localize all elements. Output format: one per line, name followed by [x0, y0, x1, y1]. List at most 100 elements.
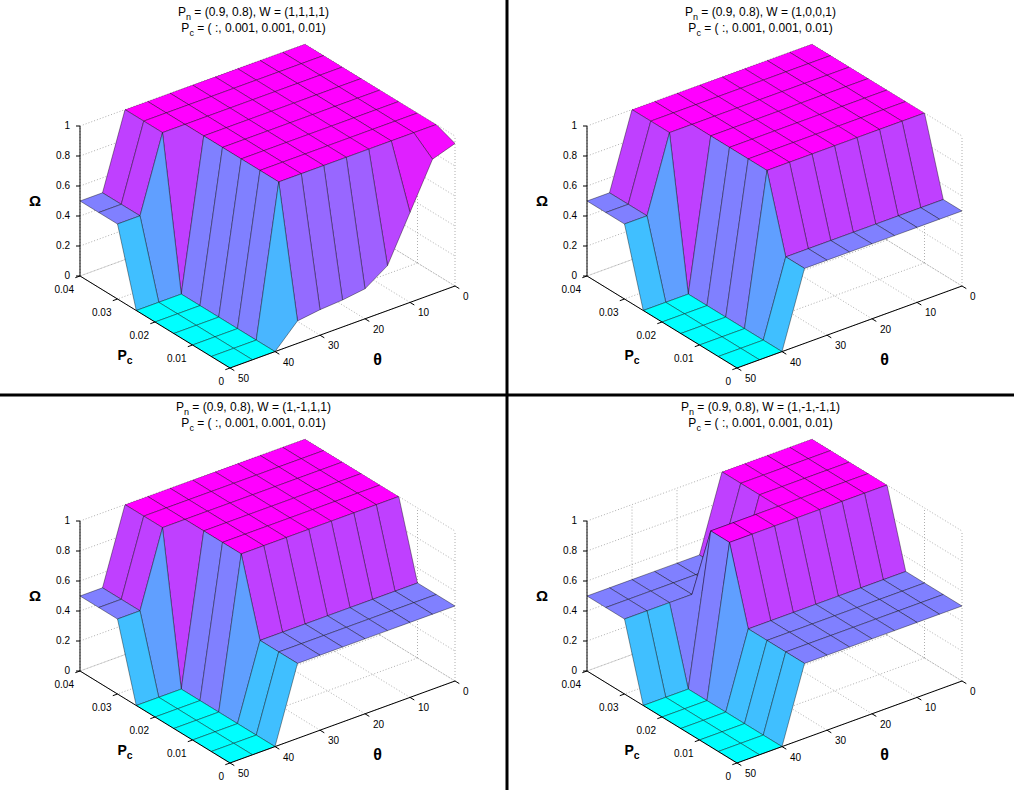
tick-label: 0.04 — [562, 284, 582, 295]
tick-label: 0.02 — [637, 330, 657, 341]
tick-label: 50 — [745, 768, 757, 779]
text-part: = ( :, 0.001, 0.001, 0.01) — [194, 416, 326, 430]
grid — [80, 439, 455, 763]
grid-line — [587, 521, 588, 671]
tick-label: 0.01 — [674, 353, 694, 364]
tick-mark — [582, 671, 587, 673]
text-part: P — [117, 347, 126, 363]
text-part: P — [117, 742, 126, 758]
x-axis-line — [80, 276, 230, 368]
surface — [80, 439, 455, 763]
text-part: = (0.9, 0.8), W = (1,-1,-1,1) — [694, 400, 840, 414]
tick-mark — [76, 216, 80, 217]
subscript: c — [634, 354, 640, 366]
subscript: c — [127, 354, 133, 366]
tick-label: 0.2 — [563, 635, 577, 646]
axes: 00.010.020.030.040102030405000.20.40.60.… — [55, 120, 469, 387]
tick-label: 1 — [571, 515, 577, 526]
tick-label: 0 — [970, 291, 976, 302]
surface-cell — [718, 743, 759, 763]
tick-mark — [962, 681, 966, 684]
tick-mark — [76, 551, 80, 552]
tick-mark — [230, 763, 234, 766]
y-axis-title: θ — [880, 746, 889, 763]
tick-label: 40 — [790, 752, 802, 763]
axes: 00.010.020.030.040102030405000.20.40.60.… — [55, 515, 469, 782]
text-part: P — [688, 21, 696, 35]
tick-label: 30 — [328, 735, 340, 746]
surface-cell — [118, 611, 159, 706]
z-axis-line — [80, 521, 81, 671]
z-axis-title: Ω — [536, 192, 548, 209]
tick-mark — [188, 740, 193, 742]
tick-label: 0.04 — [55, 679, 75, 690]
surface-cell — [211, 743, 252, 763]
text-part: = (0.9, 0.8), W = (1,-1,1,1) — [189, 400, 331, 414]
tick-mark — [732, 763, 737, 765]
text-part: P — [624, 742, 633, 758]
text-part: P — [176, 400, 184, 414]
tick-mark — [695, 345, 700, 347]
grid — [587, 439, 962, 763]
tick-label: 1 — [64, 120, 70, 131]
tick-mark — [230, 368, 234, 371]
text-part: = ( :, 0.001, 0.001, 0.01) — [701, 416, 833, 430]
tick-label: 30 — [835, 340, 847, 351]
tick-mark — [582, 276, 587, 278]
grid — [80, 44, 455, 368]
tick-label: 0 — [463, 291, 469, 302]
y-axis-title: θ — [373, 746, 382, 763]
tick-mark — [320, 730, 324, 733]
y-axis-line — [230, 681, 455, 763]
tick-label: 0 — [218, 376, 224, 387]
subtitle: Pc = ( :, 0.001, 0.001, 0.01) — [181, 416, 325, 433]
z-axis-title: Ω — [29, 587, 41, 604]
grid-line — [455, 136, 456, 286]
tick-mark — [410, 302, 414, 305]
text-part: = ( :, 0.001, 0.001, 0.01) — [701, 21, 833, 35]
axes: 00.010.020.030.040102030405000.20.40.60.… — [562, 515, 976, 782]
y-axis-line — [737, 286, 962, 368]
tick-label: 20 — [880, 324, 892, 335]
tick-mark — [737, 763, 741, 766]
text-part: P — [624, 347, 633, 363]
tick-label: 50 — [238, 373, 250, 384]
tick-mark — [113, 299, 118, 301]
tick-label: 0 — [463, 686, 469, 697]
title: Pn = (0.9, 0.8), W = (1,-1,-1,1) — [681, 400, 840, 417]
tick-label: 0.8 — [563, 545, 577, 556]
tick-mark — [827, 335, 831, 338]
tick-mark — [872, 319, 876, 322]
tick-mark — [76, 156, 80, 157]
tick-mark — [76, 126, 80, 127]
tick-label: 0 — [64, 270, 70, 281]
tick-label: 10 — [925, 307, 937, 318]
tick-mark — [620, 299, 625, 301]
subscript: c — [127, 749, 133, 761]
tick-mark — [917, 697, 921, 700]
tick-label: 0.2 — [563, 240, 577, 251]
tick-label: 0.2 — [56, 240, 70, 251]
tick-mark — [872, 714, 876, 717]
tick-label: 0.6 — [56, 180, 70, 191]
tick-mark — [76, 671, 80, 672]
grid-line — [812, 589, 962, 681]
tick-label: 0.8 — [56, 150, 70, 161]
tick-label: 40 — [283, 357, 295, 368]
tick-label: 0.02 — [637, 725, 657, 736]
tick-mark — [695, 740, 700, 742]
z-axis-title: Ω — [29, 192, 41, 209]
tick-label: 0.03 — [599, 702, 619, 713]
tick-label: 0.4 — [56, 605, 70, 616]
surface-cell — [718, 348, 759, 368]
tick-mark — [917, 302, 921, 305]
tick-label: 0.02 — [130, 330, 150, 341]
tick-label: 0.03 — [599, 307, 619, 318]
tick-label: 0 — [970, 686, 976, 697]
tick-mark — [583, 216, 587, 217]
tick-label: 0 — [571, 665, 577, 676]
text-part: P — [685, 5, 693, 19]
tick-label: 0.8 — [56, 545, 70, 556]
grid — [587, 44, 962, 368]
text-part: P — [181, 416, 189, 430]
